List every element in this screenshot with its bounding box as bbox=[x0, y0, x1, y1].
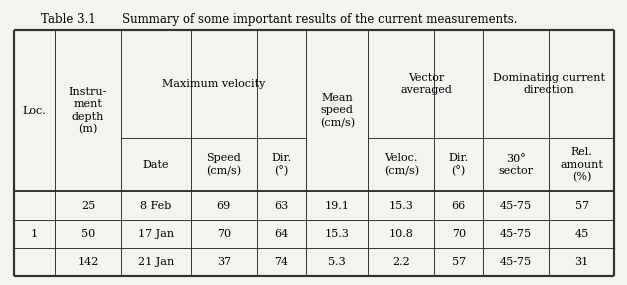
Text: 15.3: 15.3 bbox=[389, 201, 414, 211]
Text: 142: 142 bbox=[77, 257, 99, 267]
Text: Table 3.1: Table 3.1 bbox=[41, 13, 95, 26]
Text: 31: 31 bbox=[574, 257, 589, 267]
Text: 30°
sector: 30° sector bbox=[498, 154, 534, 176]
Text: 10.8: 10.8 bbox=[389, 229, 414, 239]
Text: 45-75: 45-75 bbox=[500, 257, 532, 267]
Text: 45-75: 45-75 bbox=[500, 201, 532, 211]
Text: 21 Jan: 21 Jan bbox=[138, 257, 174, 267]
Text: 5.3: 5.3 bbox=[329, 257, 346, 267]
Text: Loc.: Loc. bbox=[23, 106, 46, 116]
Text: Veloc.
(cm/s): Veloc. (cm/s) bbox=[384, 154, 419, 176]
Text: Dominating current
direction: Dominating current direction bbox=[493, 73, 605, 95]
Text: 70: 70 bbox=[217, 229, 231, 239]
Text: Maximum velocity: Maximum velocity bbox=[162, 79, 265, 89]
Text: Vector
averaged: Vector averaged bbox=[400, 73, 452, 95]
Text: 74: 74 bbox=[275, 257, 288, 267]
Text: 1: 1 bbox=[31, 229, 38, 239]
Text: Instru-
ment
depth
(m): Instru- ment depth (m) bbox=[69, 87, 107, 135]
Text: 17 Jan: 17 Jan bbox=[138, 229, 174, 239]
Text: Dir.
(°): Dir. (°) bbox=[449, 153, 469, 176]
Text: Speed
(cm/s): Speed (cm/s) bbox=[206, 154, 241, 176]
Text: 50: 50 bbox=[81, 229, 95, 239]
Text: 8 Feb: 8 Feb bbox=[140, 201, 172, 211]
Text: 37: 37 bbox=[217, 257, 231, 267]
Text: 57: 57 bbox=[451, 257, 466, 267]
Text: 2.2: 2.2 bbox=[393, 257, 410, 267]
Text: 69: 69 bbox=[217, 201, 231, 211]
Text: 66: 66 bbox=[451, 201, 466, 211]
Text: 57: 57 bbox=[575, 201, 589, 211]
Text: Date: Date bbox=[143, 160, 169, 170]
Text: 45: 45 bbox=[574, 229, 589, 239]
Text: 15.3: 15.3 bbox=[325, 229, 350, 239]
Text: Mean
speed
(cm/s): Mean speed (cm/s) bbox=[320, 93, 355, 128]
Text: 45-75: 45-75 bbox=[500, 229, 532, 239]
Text: Summary of some important results of the current measurements.: Summary of some important results of the… bbox=[122, 13, 518, 26]
Text: Dir.
(°): Dir. (°) bbox=[271, 153, 292, 176]
Text: 25: 25 bbox=[81, 201, 95, 211]
Text: 64: 64 bbox=[274, 229, 288, 239]
Text: 63: 63 bbox=[274, 201, 288, 211]
Text: 70: 70 bbox=[451, 229, 466, 239]
Text: Rel.
amount
(%): Rel. amount (%) bbox=[561, 147, 603, 182]
Text: 19.1: 19.1 bbox=[325, 201, 350, 211]
